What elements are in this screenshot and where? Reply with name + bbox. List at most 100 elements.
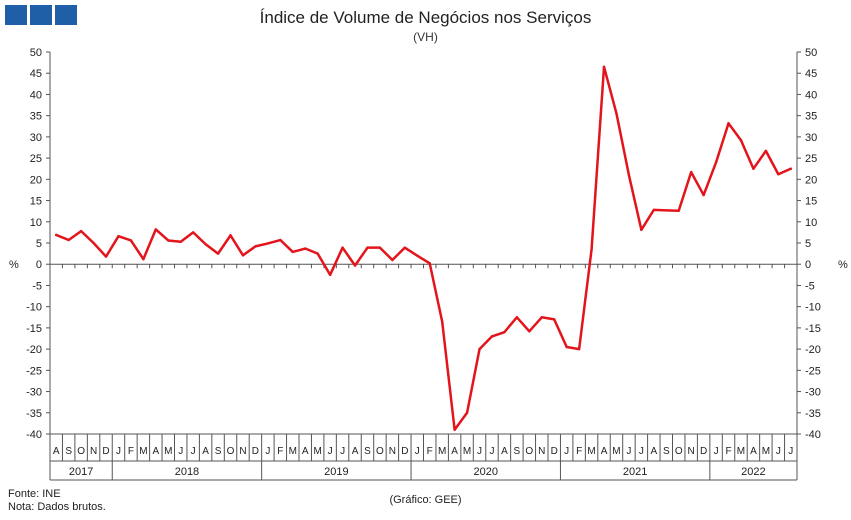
y-tick-label-left: -5 bbox=[32, 280, 42, 292]
data-point bbox=[440, 320, 444, 323]
y-tick-label-left: 10 bbox=[30, 217, 42, 229]
y-tick-label-right: -10 bbox=[805, 302, 821, 314]
y-tick-label-right: 30 bbox=[805, 132, 817, 144]
y-tick-label-left: 40 bbox=[30, 89, 42, 101]
data-point bbox=[590, 248, 593, 251]
month-label: N bbox=[239, 446, 246, 457]
data-point bbox=[503, 330, 506, 334]
data-point bbox=[627, 173, 631, 177]
year-label: 2017 bbox=[69, 466, 93, 478]
y-tick-label-right: 40 bbox=[805, 89, 817, 101]
month-label: M bbox=[438, 446, 446, 457]
month-label: D bbox=[700, 446, 707, 457]
month-label: F bbox=[128, 446, 134, 457]
month-label: M bbox=[164, 446, 172, 457]
data-point bbox=[353, 264, 357, 267]
month-label: M bbox=[463, 446, 471, 457]
data-point bbox=[764, 149, 768, 153]
credit-text: (Gráfico: GEE) bbox=[389, 494, 462, 506]
data-point bbox=[714, 161, 718, 164]
y-tick-label-right: -20 bbox=[805, 344, 821, 356]
data-point bbox=[191, 231, 195, 234]
month-label: S bbox=[364, 446, 371, 457]
y-tick-label-right: 0 bbox=[805, 259, 811, 271]
data-point bbox=[739, 139, 743, 142]
month-label: D bbox=[401, 446, 408, 457]
month-label: J bbox=[776, 446, 781, 457]
logo-block-3 bbox=[55, 5, 77, 25]
month-label: M bbox=[289, 446, 297, 457]
data-point bbox=[689, 170, 693, 174]
month-label: S bbox=[65, 446, 72, 457]
month-label: M bbox=[587, 446, 595, 457]
logo-block-2 bbox=[30, 5, 52, 25]
data-point bbox=[403, 246, 407, 249]
data-point bbox=[677, 209, 680, 212]
y-tick-label-right: 45 bbox=[805, 68, 817, 80]
y-tick-label-left: 50 bbox=[30, 47, 42, 59]
y-tick-label-left: -35 bbox=[26, 408, 42, 420]
y-tick-label-left: 5 bbox=[36, 238, 42, 250]
data-point bbox=[266, 242, 270, 245]
data-point bbox=[553, 318, 556, 321]
year-label: 2019 bbox=[324, 466, 348, 478]
month-label: D bbox=[102, 446, 109, 457]
data-point bbox=[665, 209, 668, 212]
data-point bbox=[92, 241, 95, 245]
year-label: 2020 bbox=[474, 466, 498, 478]
month-label: O bbox=[77, 446, 85, 457]
month-label: N bbox=[389, 446, 396, 457]
data-point bbox=[304, 247, 307, 250]
data-layer bbox=[54, 65, 793, 432]
data-point bbox=[490, 335, 494, 338]
data-point bbox=[577, 347, 581, 351]
month-label: A bbox=[750, 446, 757, 457]
month-label: J bbox=[340, 446, 345, 457]
month-label: J bbox=[564, 446, 569, 457]
month-label: F bbox=[576, 446, 582, 457]
month-label: A bbox=[601, 446, 608, 457]
y-tick-label-left: 20 bbox=[30, 174, 42, 186]
month-label: J bbox=[489, 446, 494, 457]
data-point bbox=[602, 65, 606, 69]
y-tick-label-right: 15 bbox=[805, 196, 817, 208]
month-label: M bbox=[737, 446, 745, 457]
month-label: O bbox=[376, 446, 384, 457]
month-label: N bbox=[90, 446, 97, 457]
data-point bbox=[702, 193, 705, 197]
y-tick-label-right: 50 bbox=[805, 47, 817, 59]
y-tick-label-right: -25 bbox=[805, 365, 821, 377]
y-tick-label-right: -40 bbox=[805, 429, 821, 441]
data-point bbox=[79, 229, 83, 233]
y-tick-label-left: -40 bbox=[26, 429, 42, 441]
month-label: J bbox=[265, 446, 270, 457]
data-point bbox=[540, 316, 543, 319]
chart-title: Índice de Volume de Negócios nos Serviço… bbox=[259, 8, 592, 27]
data-point bbox=[129, 239, 133, 242]
data-point bbox=[229, 234, 232, 237]
data-point bbox=[154, 228, 158, 231]
month-label: O bbox=[675, 446, 683, 457]
series-line bbox=[54, 65, 793, 432]
data-point bbox=[515, 316, 519, 319]
month-label: S bbox=[663, 446, 670, 457]
month-label: A bbox=[202, 446, 209, 457]
y-tick-label-left: -25 bbox=[26, 365, 42, 377]
y-tick-label-left: 0 bbox=[36, 259, 42, 271]
data-point bbox=[789, 167, 792, 170]
note-text: Nota: Dados brutos. bbox=[8, 501, 106, 513]
data-point bbox=[291, 250, 294, 254]
month-label: D bbox=[252, 446, 259, 457]
y-tick-label-left: 15 bbox=[30, 196, 42, 208]
month-label: J bbox=[191, 446, 196, 457]
year-label: 2018 bbox=[175, 466, 199, 478]
data-point bbox=[67, 238, 70, 242]
y-tick-label-right: -5 bbox=[805, 280, 815, 292]
y-tick-label-left: 30 bbox=[30, 132, 42, 144]
data-point bbox=[777, 173, 780, 176]
data-point bbox=[316, 252, 319, 255]
month-label: J bbox=[415, 446, 420, 457]
y-tick-label-left: -20 bbox=[26, 344, 42, 356]
month-label: J bbox=[639, 446, 644, 457]
